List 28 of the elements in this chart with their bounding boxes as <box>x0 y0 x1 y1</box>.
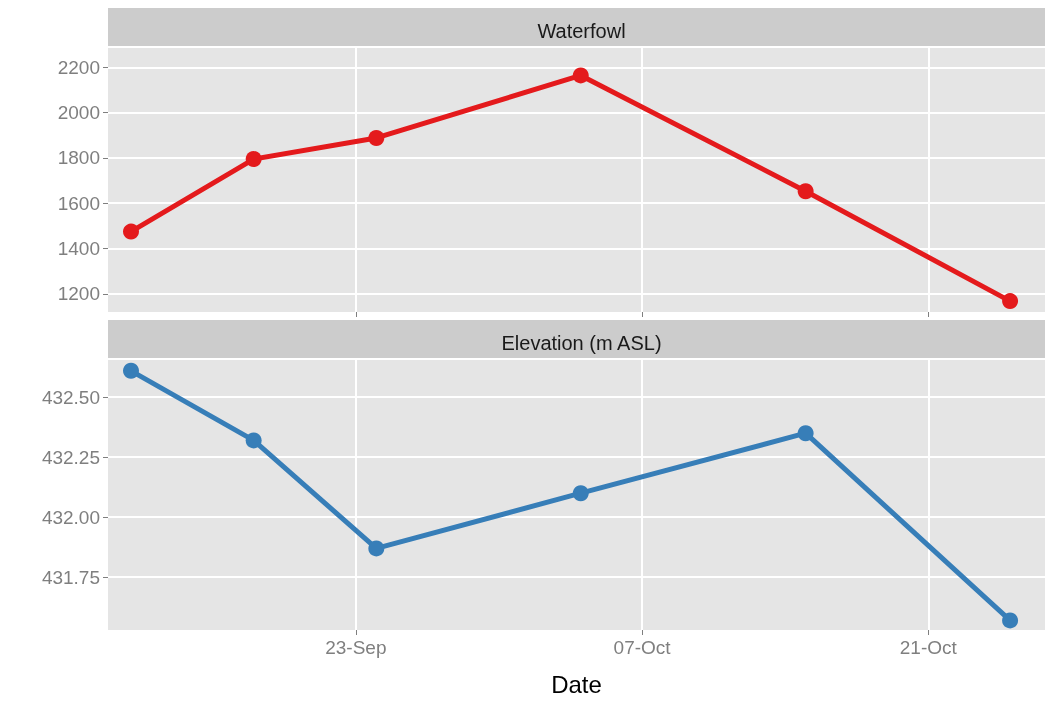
point <box>797 183 814 200</box>
point <box>245 151 262 168</box>
x-tick-label: 23-Sep <box>325 637 387 658</box>
y-tick-label: 2000 <box>57 102 100 124</box>
y-tick-label: 2200 <box>57 56 100 78</box>
point <box>1002 293 1019 310</box>
y-tick-label: 431.75 <box>41 566 100 588</box>
x-tick-label: 21-Oct <box>899 637 958 658</box>
point <box>572 67 589 84</box>
y-tick-label: 1600 <box>57 192 100 214</box>
point <box>123 223 139 240</box>
point <box>245 432 262 449</box>
y-tick-label: 432.50 <box>41 386 100 408</box>
point <box>123 362 139 379</box>
point <box>572 485 589 502</box>
chart-title: Elevation (m ASL) <box>501 332 662 354</box>
point <box>368 129 385 146</box>
y-tick-label: 432.00 <box>41 506 100 528</box>
chart-title: Waterfowl <box>537 20 626 42</box>
y-tick-label: 1200 <box>57 283 100 305</box>
y-tick-label: 1800 <box>57 147 100 169</box>
point <box>1002 612 1019 629</box>
x-tick-label: 07-Oct <box>613 637 672 658</box>
y-tick-label: 1400 <box>57 238 100 260</box>
y-tick-label: 432.25 <box>41 446 100 468</box>
point <box>797 425 814 442</box>
x-axis-title: Date <box>551 670 602 698</box>
point <box>368 540 385 557</box>
